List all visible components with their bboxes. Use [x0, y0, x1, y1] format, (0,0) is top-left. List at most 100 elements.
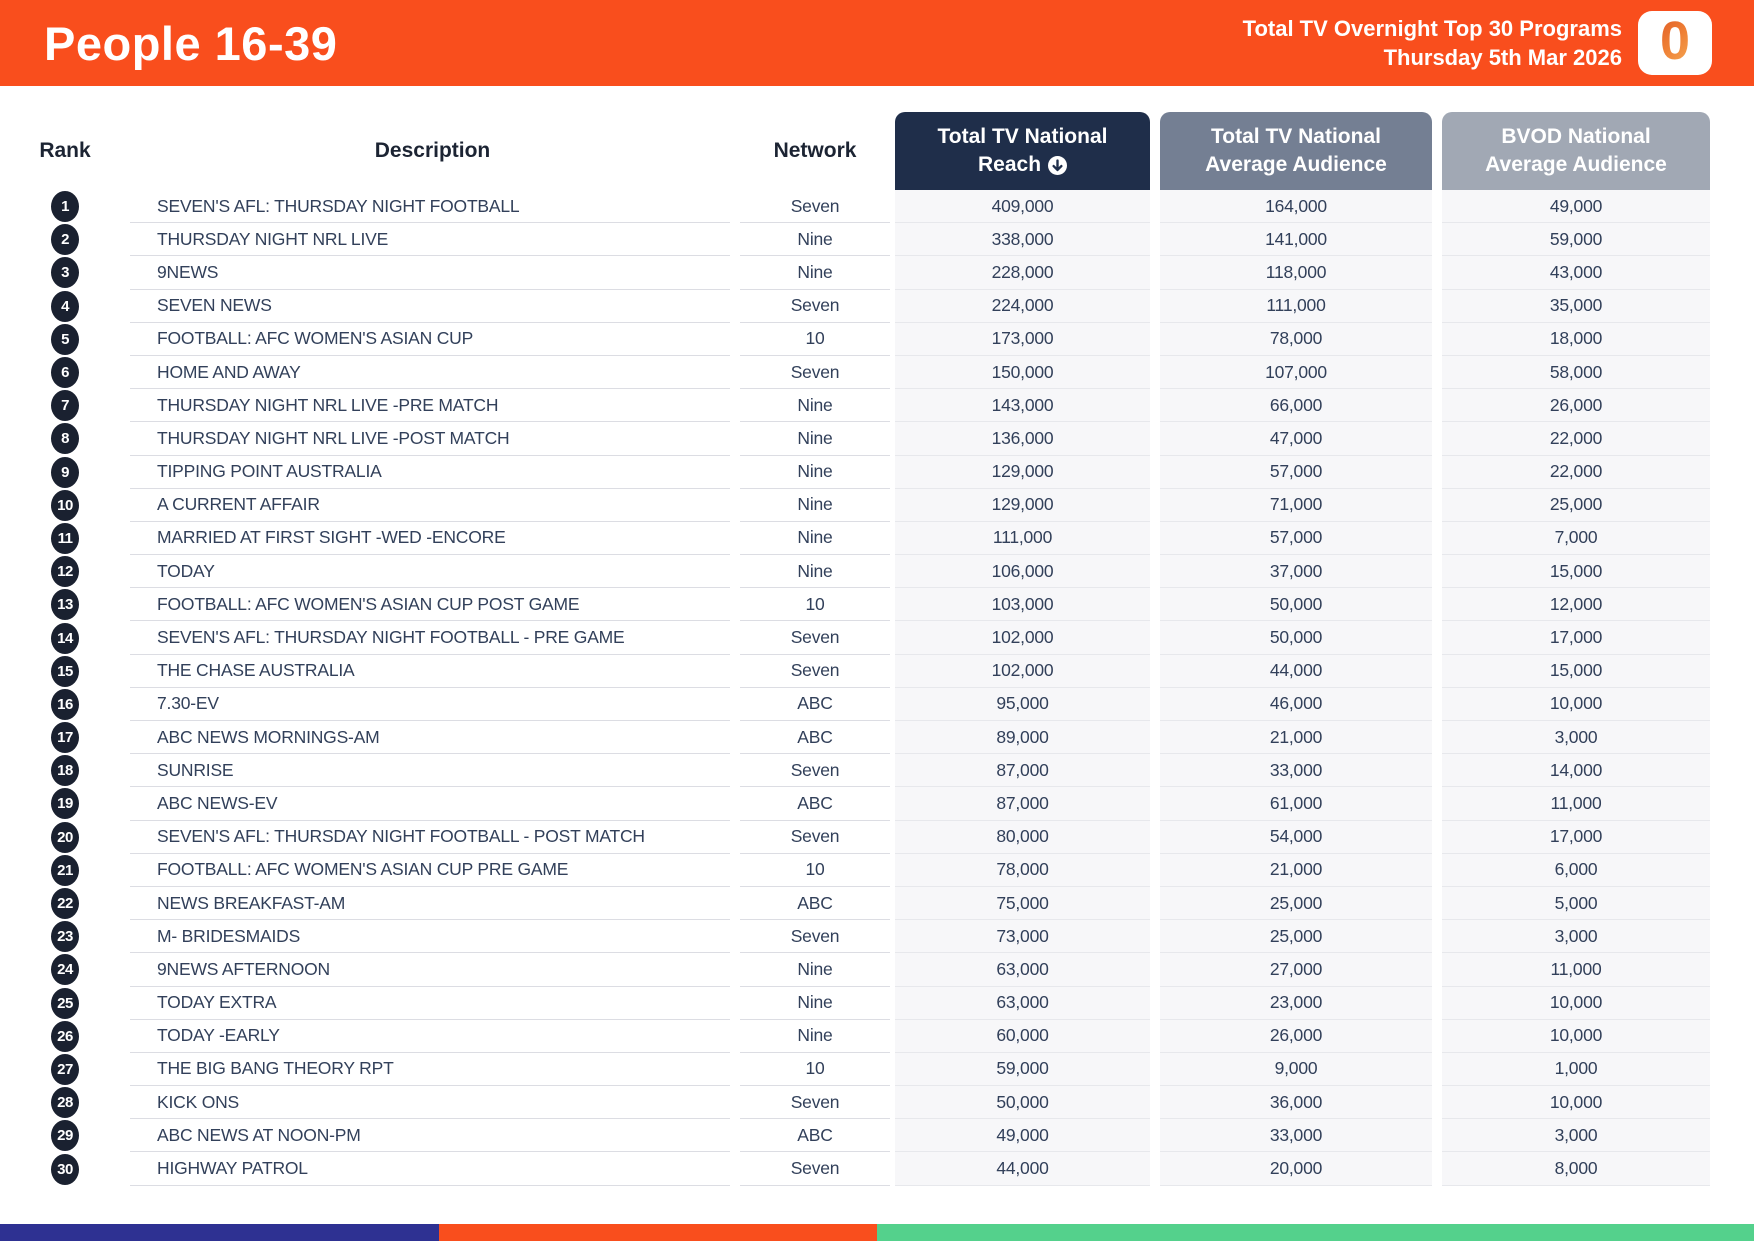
rank-badge: 2 — [51, 224, 79, 256]
table-row: 18 SUNRISE Seven 87,000 33,000 14,000 — [0, 754, 1754, 788]
program-description: TODAY EXTRA — [130, 987, 730, 1020]
reach-value: 106,000 — [895, 555, 1150, 589]
network-name: Seven — [740, 754, 890, 788]
avg-audience-value: 26,000 — [1160, 1019, 1432, 1053]
bvod-audience-value: 22,000 — [1442, 455, 1710, 489]
reach-value: 338,000 — [895, 223, 1150, 257]
bvod-audience-value: 10,000 — [1442, 1019, 1710, 1053]
table-row: 17 ABC NEWS MORNINGS-AM ABC 89,000 21,00… — [0, 721, 1754, 755]
table-row: 4 SEVEN NEWS Seven 224,000 111,000 35,00… — [0, 289, 1754, 323]
program-description: THE CHASE AUSTRALIA — [130, 655, 730, 688]
rank-badge: 14 — [51, 622, 79, 654]
page-title: People 16-39 — [44, 16, 338, 70]
report-title: Total TV Overnight Top 30 Programs — [1242, 15, 1622, 41]
bvod-audience-value: 49,000 — [1442, 190, 1710, 224]
program-description: TIPPING POINT AUSTRALIA — [130, 456, 730, 489]
table-row: 28 KICK ONS Seven 50,000 36,000 10,000 — [0, 1086, 1754, 1120]
reach-value: 80,000 — [895, 820, 1150, 854]
network-name: Seven — [740, 920, 890, 954]
network-name: Seven — [740, 621, 890, 655]
rank-badge: 30 — [51, 1153, 79, 1185]
program-description: HIGHWAY PATROL — [130, 1152, 730, 1186]
table-row: 12 TODAY Nine 106,000 37,000 15,000 — [0, 555, 1754, 589]
network-name: Nine — [740, 422, 890, 456]
program-description: HOME AND AWAY — [130, 356, 730, 390]
network-name: Nine — [740, 256, 890, 290]
network-name: Seven — [740, 356, 890, 390]
reach-value: 87,000 — [895, 787, 1150, 821]
network-name: Seven — [740, 1086, 890, 1120]
program-description: SUNRISE — [130, 754, 730, 788]
reach-column-header[interactable]: Total TV National Reach — [895, 112, 1150, 190]
bvod-audience-value: 17,000 — [1442, 820, 1710, 854]
bvod-audience-value: 5,000 — [1442, 886, 1710, 921]
reach-value: 87,000 — [895, 754, 1150, 788]
avg-audience-value: 21,000 — [1160, 853, 1432, 887]
program-description: A CURRENT AFFAIR — [130, 489, 730, 522]
avg-audience-value: 25,000 — [1160, 920, 1432, 954]
bvod-audience-value: 15,000 — [1442, 555, 1710, 589]
program-description: ABC NEWS-EV — [130, 787, 730, 821]
rank-badge: 25 — [51, 987, 79, 1019]
program-description: THURSDAY NIGHT NRL LIVE — [130, 223, 730, 257]
bvod-audience-value: 3,000 — [1442, 920, 1710, 954]
avg-audience-column-header[interactable]: Total TV National Average Audience — [1160, 112, 1432, 190]
avg-audience-value: 141,000 — [1160, 223, 1432, 257]
network-name: Nine — [740, 223, 890, 257]
rank-badge: 21 — [51, 854, 79, 886]
bvod-audience-value: 22,000 — [1442, 422, 1710, 456]
network-name: Nine — [740, 555, 890, 589]
top-banner: People 16-39 Total TV Overnight Top 30 P… — [0, 0, 1754, 86]
program-description: TODAY -EARLY — [130, 1020, 730, 1053]
table-row: 9 TIPPING POINT AUSTRALIA Nine 129,000 5… — [0, 455, 1754, 489]
program-description: FOOTBALL: AFC WOMEN'S ASIAN CUP POST GAM… — [130, 588, 730, 622]
footer-color-segment — [438, 1224, 877, 1241]
reach-value: 89,000 — [895, 721, 1150, 755]
footer-color-segment — [877, 1224, 1754, 1241]
network-name: Nine — [740, 953, 890, 987]
rank-badge: 8 — [51, 423, 79, 455]
program-description: SEVEN'S AFL: THURSDAY NIGHT FOOTBALL - P… — [130, 821, 730, 854]
program-description: TODAY — [130, 555, 730, 589]
reach-value: 409,000 — [895, 190, 1150, 224]
footer-color-segment — [0, 1224, 439, 1241]
table-row: 26 TODAY -EARLY Nine 60,000 26,000 10,00… — [0, 1019, 1754, 1053]
bvod-audience-value: 3,000 — [1442, 1119, 1710, 1153]
bvod-audience-column-header[interactable]: BVOD National Average Audience — [1442, 112, 1710, 190]
avg-audience-value: 33,000 — [1160, 754, 1432, 788]
reach-value: 111,000 — [895, 521, 1150, 556]
table-row: 29 ABC NEWS AT NOON-PM ABC 49,000 33,000… — [0, 1119, 1754, 1153]
avg-audience-value: 66,000 — [1160, 389, 1432, 423]
rank-badge: 12 — [51, 556, 79, 588]
programs-table: Rank Description Network Total TV Nation… — [0, 112, 1754, 1186]
table-row: 15 THE CHASE AUSTRALIA Seven 102,000 44,… — [0, 654, 1754, 688]
bvod-audience-value: 11,000 — [1442, 953, 1710, 987]
rank-badge: 24 — [51, 954, 79, 986]
table-row: 2 THURSDAY NIGHT NRL LIVE Nine 338,000 1… — [0, 223, 1754, 257]
network-name: ABC — [740, 1119, 890, 1153]
avg-audience-value: 33,000 — [1160, 1119, 1432, 1153]
reach-value: 224,000 — [895, 289, 1150, 323]
avg-audience-value: 9,000 — [1160, 1052, 1432, 1087]
reach-value: 129,000 — [895, 455, 1150, 489]
bvod-audience-value: 6,000 — [1442, 853, 1710, 887]
avg-audience-value: 111,000 — [1160, 289, 1432, 323]
network-name: 10 — [740, 323, 890, 356]
table-row: 20 SEVEN'S AFL: THURSDAY NIGHT FOOTBALL … — [0, 820, 1754, 854]
table-row: 7 THURSDAY NIGHT NRL LIVE -PRE MATCH Nin… — [0, 389, 1754, 423]
rank-badge: 22 — [51, 888, 79, 920]
rank-badge: 5 — [51, 323, 79, 355]
avg-audience-value: 37,000 — [1160, 555, 1432, 589]
bvod-audience-value: 25,000 — [1442, 488, 1710, 522]
table-row: 10 A CURRENT AFFAIR Nine 129,000 71,000 … — [0, 488, 1754, 522]
network-name: 10 — [740, 854, 890, 887]
network-name: Nine — [740, 389, 890, 423]
reach-value: 59,000 — [895, 1052, 1150, 1087]
avg-audience-value: 107,000 — [1160, 355, 1432, 390]
avg-audience-value: 118,000 — [1160, 256, 1432, 290]
avg-audience-value: 44,000 — [1160, 654, 1432, 688]
rank-badge: 28 — [51, 1087, 79, 1119]
avg-audience-value: 164,000 — [1160, 190, 1432, 224]
reach-value: 103,000 — [895, 588, 1150, 622]
avg-audience-value: 20,000 — [1160, 1152, 1432, 1186]
